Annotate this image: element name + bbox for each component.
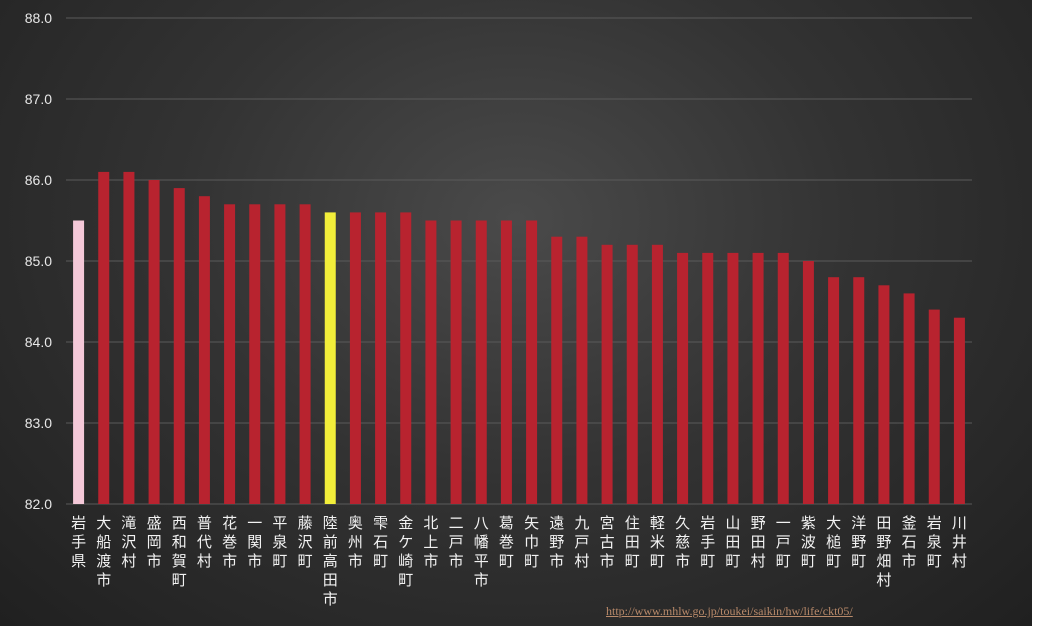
bar — [299, 204, 311, 505]
x-tick-label: 平泉町 — [272, 514, 287, 570]
bar — [601, 244, 613, 505]
y-tick-label: 82.0 — [25, 496, 52, 512]
x-tick-label: 岩手県 — [71, 514, 86, 570]
x-tick-label: 奥州市 — [348, 514, 363, 570]
x-tick-label: 九戸村 — [574, 514, 589, 570]
bar — [727, 252, 739, 504]
x-tick-label: 一戸町 — [776, 514, 791, 570]
x-tick-label: 普代村 — [197, 514, 212, 570]
x-tick-label: 川井村 — [952, 514, 967, 570]
bar — [802, 261, 814, 504]
bar — [400, 212, 412, 504]
x-tick-label: 陸前高田市 — [323, 514, 338, 608]
x-tick-label: 洋野町 — [851, 514, 866, 570]
bar — [903, 293, 915, 504]
bar — [148, 180, 160, 504]
bar — [702, 252, 714, 504]
x-tick-label: 一関市 — [247, 514, 262, 570]
x-tick-label: 山田町 — [725, 514, 740, 570]
y-tick-label: 84.0 — [25, 334, 52, 350]
x-tick-label: 岩手町 — [700, 514, 715, 570]
y-tick-label: 87.0 — [25, 91, 52, 107]
x-tick-label: 八幡平市 — [474, 514, 489, 589]
bar — [450, 220, 462, 504]
x-tick-label: 田野畑村 — [876, 514, 891, 589]
y-tick-label: 86.0 — [25, 172, 52, 188]
x-tick-label: 軽米町 — [650, 514, 665, 570]
bar — [475, 220, 487, 504]
bar — [853, 277, 865, 504]
bar — [752, 252, 764, 504]
x-tick-label: 葛巻町 — [499, 514, 514, 570]
x-tick-label: 雫石町 — [373, 514, 388, 570]
source-url[interactable]: http://www.mhlw.go.jp/toukei/saikin/hw/l… — [606, 604, 853, 618]
bar — [425, 220, 437, 504]
bar — [324, 212, 336, 504]
bar — [274, 204, 286, 505]
x-tick-label: 釜石市 — [902, 514, 917, 570]
bar — [878, 285, 890, 504]
y-tick-label: 83.0 — [25, 415, 52, 431]
y-tick-label: 85.0 — [25, 253, 52, 269]
bar — [777, 252, 789, 504]
x-tick-label: 遠野市 — [549, 514, 564, 570]
bar — [576, 236, 588, 504]
bar — [375, 212, 387, 504]
bar — [651, 244, 663, 505]
x-tick-label: 滝沢村 — [121, 514, 136, 570]
x-tick-label: 矢巾町 — [524, 514, 539, 570]
bar — [928, 309, 940, 504]
bar — [198, 196, 210, 504]
x-tick-label: 北上市 — [423, 514, 438, 570]
x-tick-label: 紫波町 — [801, 514, 816, 570]
x-tick-label: 藤沢町 — [298, 514, 313, 570]
bar — [551, 236, 563, 504]
x-tick-label: 花巻市 — [222, 514, 237, 570]
x-tick-label: 盛岡市 — [147, 514, 162, 570]
bar — [626, 244, 638, 505]
bar — [73, 220, 85, 504]
x-tick-label: 西和賀町 — [172, 514, 187, 589]
bar — [173, 188, 185, 504]
x-tick-label: 野田村 — [751, 514, 766, 570]
bar — [828, 277, 840, 504]
y-tick-label: 88.0 — [25, 10, 52, 26]
bar — [224, 204, 236, 505]
bar — [526, 220, 538, 504]
bar — [349, 212, 361, 504]
x-tick-label: 二戸市 — [449, 514, 464, 570]
x-tick-label: 大船渡市 — [96, 514, 111, 589]
x-tick-label: 宮古市 — [600, 514, 615, 570]
bar — [953, 317, 965, 504]
bar — [249, 204, 261, 505]
x-tick-label: 久慈市 — [675, 514, 690, 570]
x-tick-label: 大槌町 — [826, 514, 841, 570]
bar — [123, 171, 135, 504]
bar — [500, 220, 512, 504]
x-tick-label: 岩泉町 — [927, 514, 942, 570]
x-tick-label: 住田町 — [625, 514, 640, 570]
bar — [98, 171, 110, 504]
bar — [677, 252, 689, 504]
x-tick-label: 金ケ崎町 — [398, 514, 413, 589]
